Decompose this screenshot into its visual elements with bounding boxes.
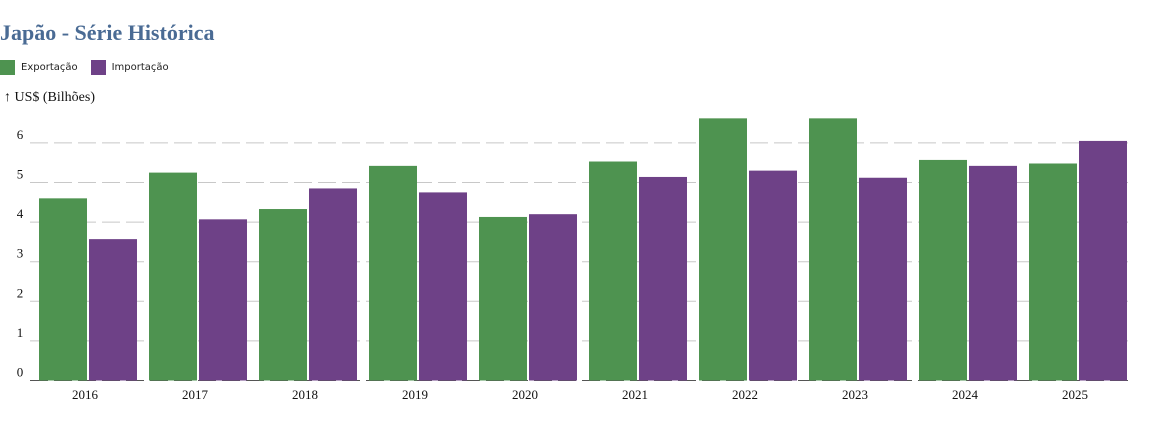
x-tick-label-2025: 2025 (1062, 387, 1088, 402)
bar-exporta-o-2024[interactable] (919, 159, 967, 381)
bar-importa-o-2016[interactable] (89, 239, 137, 381)
bar-exporta-o-2023[interactable] (809, 118, 857, 381)
bar-importa-o-2023[interactable] (859, 177, 907, 381)
chart-title: Japão - Série Histórica (0, 20, 215, 45)
bar-exporta-o-2021[interactable] (589, 161, 637, 381)
y-tick-label: 2 (17, 285, 24, 300)
bar-importa-o-2022[interactable] (749, 170, 797, 381)
x-tick-label-2020: 2020 (512, 387, 538, 402)
bar-exporta-o-2020[interactable] (479, 216, 527, 381)
x-tick-label-2021: 2021 (622, 387, 648, 402)
bar-exporta-o-2025[interactable] (1029, 163, 1077, 381)
bar-importa-o-2021[interactable] (639, 176, 687, 381)
bar-importa-o-2017[interactable] (199, 219, 247, 381)
x-tick-label-2019: 2019 (402, 387, 428, 402)
legend-item-exportacao[interactable]: Exportação (0, 59, 78, 75)
bar-importa-o-2020[interactable] (529, 214, 577, 381)
legend-swatch-exportacao (0, 59, 15, 75)
x-tick-label-2016: 2016 (72, 387, 99, 402)
y-tick-label: 6 (17, 127, 24, 142)
legend: Exportação Importação (0, 59, 182, 75)
bar-importa-o-2018[interactable] (309, 188, 357, 381)
bar-importa-o-2019[interactable] (419, 192, 467, 381)
axis-layer: 0 1 2 3 4 5 6 2016 2017 2018 2019 2020 2021 2022 2023 2… (17, 127, 1088, 402)
legend-item-importacao[interactable]: Importação (90, 59, 169, 75)
bar-exporta-o-2022[interactable] (699, 118, 747, 381)
y-axis-label: ↑ US$ (Bilhões) (4, 90, 95, 105)
x-tick-label-2023: 2023 (842, 387, 868, 402)
y-tick-label: 1 (17, 325, 24, 340)
bar-exporta-o-2019[interactable] (369, 165, 417, 381)
x-tick-label-2018: 2018 (292, 387, 318, 402)
legend-label-importacao: Importação (111, 61, 169, 73)
y-tick-label: 5 (17, 167, 24, 182)
bar-importa-o-2024[interactable] (969, 165, 1017, 381)
bar-exporta-o-2018[interactable] (259, 209, 307, 381)
legend-label-exportacao: Exportação (21, 61, 78, 73)
x-tick-label-2024: 2024 (952, 387, 979, 402)
y-tick-label: 4 (17, 206, 24, 221)
bar-layer (39, 118, 1127, 381)
x-tick-label-2017: 2017 (182, 387, 209, 402)
bar-exporta-o-2017[interactable] (149, 172, 197, 381)
y-tick-label: 0 (17, 365, 24, 380)
bar-exporta-o-2016[interactable] (39, 198, 87, 381)
legend-swatch-importacao (90, 59, 106, 75)
y-tick-label: 3 (17, 246, 24, 261)
bar-importa-o-2025[interactable] (1079, 140, 1127, 381)
x-tick-label-2022: 2022 (732, 387, 758, 402)
